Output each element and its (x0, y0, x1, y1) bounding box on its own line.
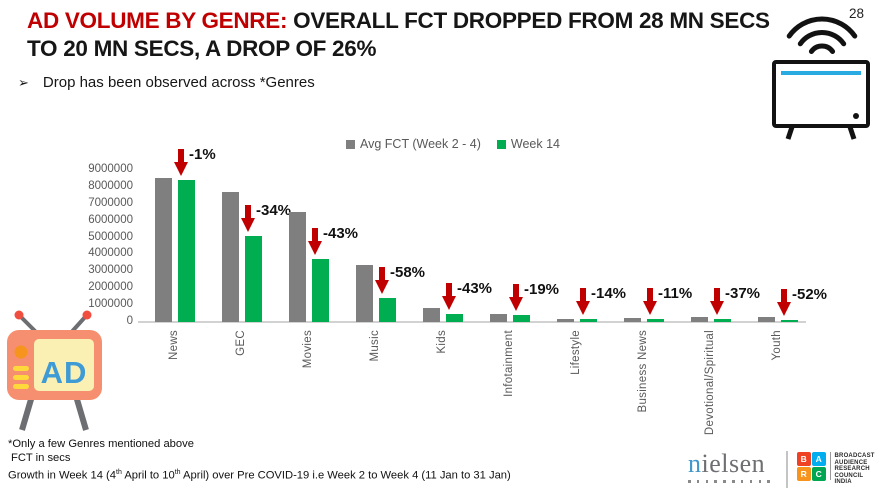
drop-percentage-label: -43% (323, 225, 359, 243)
x-axis-line (138, 321, 806, 323)
bar-avg-fct-4 (423, 307, 440, 322)
x-axis-category-label: Lifestyle (570, 330, 582, 375)
drop-arrow-icon (643, 287, 657, 320)
drop-percentage-label: -1% (189, 145, 216, 163)
bar-week14-5 (513, 315, 530, 322)
barc-caption: BROADCAST AUDIENCE RESEARCH COUNCIL INDIA (834, 453, 875, 486)
footnote-3: Growth in Week 14 (4th April to 10th Apr… (8, 468, 511, 482)
drop-arrow-icon (174, 148, 188, 181)
x-axis-category-label: GEC (235, 330, 247, 356)
barc-letter-b: B (797, 452, 811, 466)
drop-percentage-label: -34% (256, 202, 292, 220)
title-highlight: AD VOLUME BY GENRE: (27, 8, 288, 33)
bar-week14-4 (446, 313, 463, 322)
legend-label: Avg FCT (Week 2 - 4) (360, 137, 481, 151)
y-axis-tick-label: 6000000 (88, 213, 133, 226)
footnotes: *Only a few Genres mentioned above FCT i… (8, 438, 511, 483)
x-axis-category-label: Business News (637, 330, 649, 413)
footnote-2: FCT in secs (11, 451, 71, 464)
bar-avg-fct-9 (758, 317, 775, 322)
legend-swatch-icon (496, 139, 506, 149)
bar-avg-fct-3 (356, 264, 373, 322)
x-axis-category-label: Devotional/Spiritual (704, 330, 716, 436)
drop-percentage-label: -58% (390, 263, 426, 281)
legend-swatch-icon (346, 139, 355, 149)
title-rest-line1: OVERALL FCT DROPPED FROM 28 MN SECS (287, 8, 770, 33)
nielsen-wordmark: nielsen (688, 449, 766, 478)
y-axis-tick-label: 9000000 (88, 162, 133, 175)
logo-divider (786, 451, 788, 488)
bar-avg-fct-1 (222, 191, 239, 322)
x-axis-category-label: Infotainment (503, 330, 515, 397)
bar-avg-fct-5 (490, 313, 507, 322)
title-line2: TO 20 MN SECS, A DROP OF 26% (27, 36, 377, 61)
bullet-arrow-icon: ➢ (18, 75, 29, 90)
bar-week14-7 (647, 318, 664, 322)
drop-arrow-icon (442, 282, 456, 315)
x-axis-category-label: News (168, 330, 180, 360)
drop-percentage-label: -11% (658, 284, 693, 302)
drop-arrow-icon (576, 288, 590, 320)
drop-arrow-icon (777, 288, 791, 321)
y-axis-tick-label: 8000000 (88, 179, 133, 192)
y-axis-tick-label: 4000000 (88, 247, 133, 260)
drop-arrow-icon (308, 228, 322, 260)
x-axis-category-label: Youth (771, 330, 783, 361)
y-axis-tick-label: 5000000 (88, 230, 133, 243)
drop-percentage-label: -19% (524, 281, 560, 299)
barc-letter-c: C (812, 467, 826, 481)
bar-week14-0 (178, 179, 195, 322)
drop-arrow-icon (710, 288, 724, 320)
chart-legend: Avg FCT (Week 2 - 4) Week 14 (346, 137, 560, 151)
drop-arrow-icon (509, 284, 523, 316)
bullet-line: ➢ Drop has been observed across *Genres (18, 74, 315, 91)
y-axis-tick-label: 7000000 (88, 196, 133, 209)
barc-inner-divider (829, 452, 831, 480)
barc-letter-a: A (812, 452, 826, 466)
legend-item-0: Avg FCT (Week 2 - 4) (346, 137, 481, 151)
bar-week14-1 (245, 236, 262, 322)
drop-percentage-label: -14% (591, 285, 627, 303)
page-title: AD VOLUME BY GENRE: OVERALL FCT DROPPED … (27, 7, 817, 63)
drop-arrow-icon (375, 266, 389, 299)
legend-label: Week 14 (510, 137, 560, 151)
bar-avg-fct-2 (289, 212, 306, 322)
drop-arrow-icon (241, 205, 255, 237)
bar-avg-fct-7 (624, 318, 641, 322)
bar-week14-8 (714, 319, 731, 322)
x-axis-category-label: Movies (302, 330, 314, 369)
y-axis-tick-label: 0 (126, 315, 133, 327)
bar-avg-fct-0 (155, 178, 172, 322)
bar-avg-fct-6 (557, 318, 574, 322)
barc-letter-r: R (797, 467, 811, 481)
y-axis-tick-label: 1000000 (88, 298, 133, 311)
y-axis-tick-label: 3000000 (88, 264, 133, 277)
drop-percentage-label: -52% (792, 285, 828, 303)
bar-week14-2 (312, 259, 329, 322)
x-axis-category-label: Kids (436, 330, 448, 354)
bar-week14-6 (580, 319, 597, 322)
nielsen-dots (688, 480, 770, 483)
drop-percentage-label: -43% (457, 279, 493, 297)
nielsen-logo: nielsen (688, 449, 774, 483)
drop-percentage-label: -37% (725, 285, 761, 303)
bar-avg-fct-8 (691, 317, 708, 322)
bullet-text: Drop has been observed across *Genres (42, 74, 315, 91)
bar-week14-9 (781, 319, 798, 322)
x-axis-category-label: Music (369, 330, 381, 362)
legend-item-1: Week 14 (496, 137, 560, 151)
footnote-1: *Only a few Genres mentioned above (8, 438, 194, 450)
bar-week14-3 (379, 297, 396, 322)
y-axis-tick-label: 2000000 (88, 281, 133, 294)
